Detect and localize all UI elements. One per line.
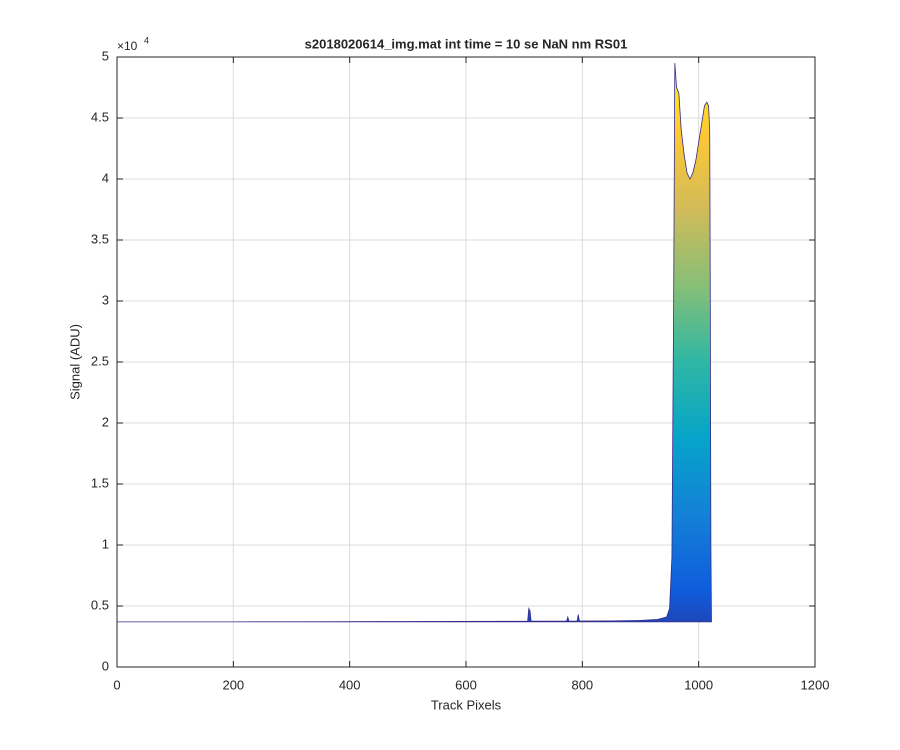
y-exponent-base: ×10 bbox=[117, 39, 138, 53]
y-tick-label: 1 bbox=[102, 536, 109, 551]
y-tick-label: 1.5 bbox=[91, 475, 109, 490]
y-tick-label: 0 bbox=[102, 658, 109, 673]
y-tick-label: 0.5 bbox=[91, 597, 109, 612]
area bbox=[117, 63, 712, 623]
x-tick-label: 200 bbox=[222, 677, 244, 692]
x-axis-label: Track Pixels bbox=[431, 697, 502, 712]
y-tick-label: 5 bbox=[102, 48, 109, 63]
y-tick-label: 3.5 bbox=[91, 231, 109, 246]
y-tick-label: 4 bbox=[102, 170, 109, 185]
y-axis-label: Signal (ADU) bbox=[67, 324, 82, 400]
x-tick-label: 0 bbox=[113, 677, 120, 692]
y-exponent-power: 4 bbox=[144, 35, 149, 45]
x-tick-label: 600 bbox=[455, 677, 477, 692]
y-tick-label: 3 bbox=[102, 292, 109, 307]
y-tick-label: 2.5 bbox=[91, 353, 109, 368]
chart-title: s2018020614_img.mat int time = 10 se NaN… bbox=[305, 36, 628, 51]
x-tick-label: 1000 bbox=[684, 677, 713, 692]
y-tick-label: 4.5 bbox=[91, 109, 109, 124]
x-tick-label: 800 bbox=[571, 677, 593, 692]
y-tick-label: 2 bbox=[102, 414, 109, 429]
x-tick-label: 1200 bbox=[801, 677, 830, 692]
x-tick-label: 400 bbox=[339, 677, 361, 692]
